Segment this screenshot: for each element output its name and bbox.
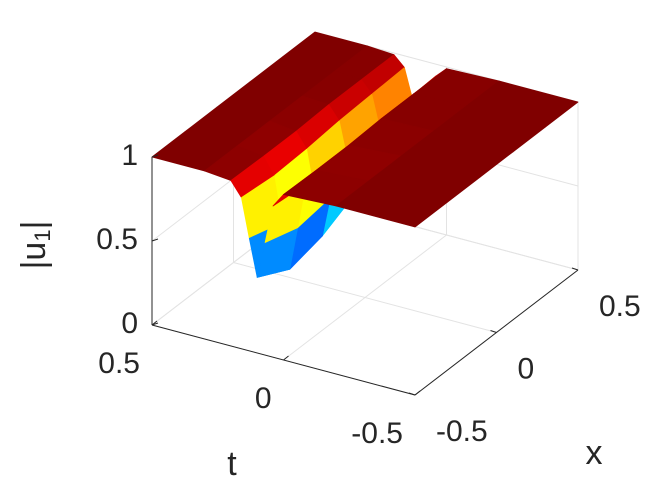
x-tick bbox=[571, 267, 579, 271]
t-tick bbox=[151, 320, 158, 326]
t-tick-label: 0.5 bbox=[98, 347, 140, 380]
z-axis-label-part: |u bbox=[15, 242, 53, 270]
t-tick-label: 0 bbox=[255, 382, 272, 415]
x-axis-label: x bbox=[586, 434, 603, 472]
t-tick bbox=[414, 390, 421, 396]
grid-line bbox=[283, 234, 447, 361]
t-axis-label: t bbox=[227, 445, 237, 483]
x-tick-label: 0 bbox=[518, 352, 535, 385]
t-tick bbox=[283, 355, 289, 361]
axes: 0 0.5 1 -0.5 0 0.5 -0.5 0 0.5 bbox=[96, 139, 640, 450]
x-tick bbox=[408, 392, 416, 396]
z-axis-label-part: | bbox=[15, 221, 53, 230]
z-axis-label-subscript: 1 bbox=[30, 229, 55, 241]
t-tick-label: -0.5 bbox=[351, 417, 403, 450]
x-tick bbox=[490, 330, 497, 333]
x-tick-label: -0.5 bbox=[436, 415, 488, 448]
z-tick-label: 0.5 bbox=[96, 223, 138, 256]
surface-patch bbox=[335, 180, 449, 228]
z-tick-label: 1 bbox=[121, 139, 138, 172]
surface bbox=[151, 31, 579, 278]
z-tick-label: 0 bbox=[121, 307, 138, 340]
x-tick-label: 0.5 bbox=[599, 290, 641, 323]
z-axis-label: |u1| bbox=[15, 221, 55, 270]
z-tick bbox=[151, 154, 159, 158]
z-tick bbox=[151, 238, 159, 242]
